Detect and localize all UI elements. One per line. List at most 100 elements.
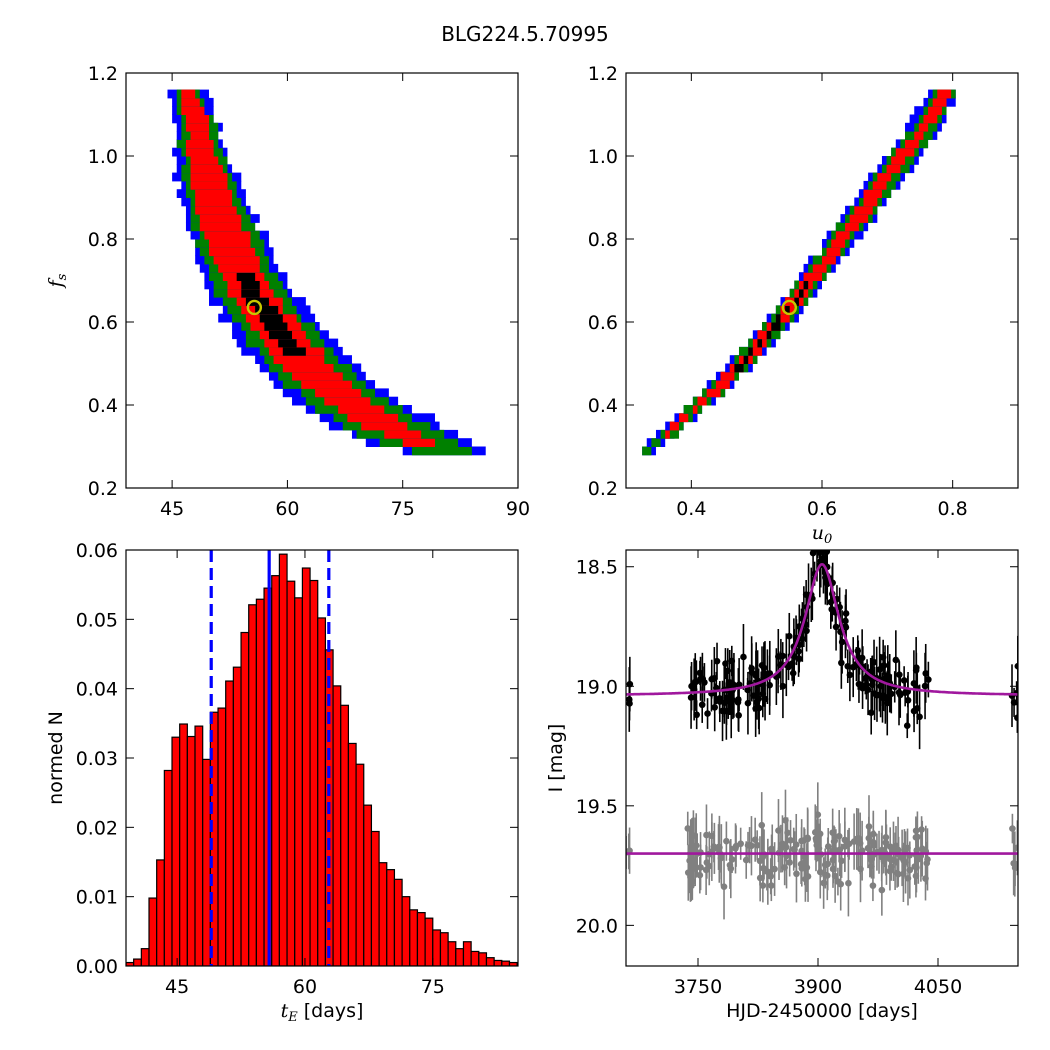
x-tick-label: 75 [421, 976, 445, 998]
histogram-bar [378, 862, 388, 966]
heatmap-cell-level-2 [831, 239, 846, 248]
data-point [832, 847, 840, 854]
data-point [702, 866, 710, 874]
y-tick-label: 0.2 [88, 478, 118, 500]
data-point [879, 653, 887, 661]
heatmap-cell-level-2 [822, 255, 836, 265]
lightcurve-layer [626, 550, 1018, 920]
data-point [901, 847, 908, 854]
data-point [1010, 699, 1018, 706]
histogram-bar [355, 763, 365, 966]
data-point [869, 882, 877, 889]
y-tick-label: 0.4 [88, 395, 118, 417]
data-point [795, 648, 802, 655]
y-axis-label: fs [45, 273, 70, 289]
histogram-bar [447, 941, 457, 966]
data-point [895, 689, 903, 696]
y-tick-label: 20.0 [576, 915, 618, 937]
data-point [777, 845, 785, 852]
histogram-bar [309, 579, 319, 966]
heatmap-cell-level-2 [282, 363, 334, 373]
heatmap-cell-level-3 [268, 330, 293, 340]
y-tick-label: 1.0 [88, 146, 118, 168]
y-tick-label: 0.6 [588, 312, 618, 334]
x-tick-label: 3900 [794, 976, 842, 998]
heatmap-cell-level-3 [775, 313, 781, 323]
data-point [740, 653, 747, 661]
x-tick-label: 3750 [674, 976, 722, 998]
y-tick-label: 0.8 [588, 229, 618, 251]
histogram-bar [179, 723, 188, 966]
data-point [900, 870, 907, 878]
heatmap-cell-level-2 [181, 97, 200, 107]
heatmap-cell-level-2 [195, 197, 233, 207]
histogram-bar [194, 725, 204, 966]
data-point [713, 657, 721, 665]
heatmap-cell-level-2 [863, 197, 878, 207]
heatmap-cells [167, 89, 486, 456]
heatmap-cell-level-3 [282, 346, 306, 356]
histogram-bar [462, 941, 472, 966]
heatmap-cell-level-1 [411, 446, 472, 456]
heatmap-cell-level-2 [315, 388, 362, 398]
data-point [869, 838, 877, 846]
data-point [845, 879, 852, 887]
data-point [763, 868, 771, 875]
histogram-bar [501, 960, 511, 966]
heatmap-cell-level-3 [743, 355, 749, 364]
data-point [1011, 864, 1018, 872]
data-point [830, 856, 837, 864]
y-tick-label: 0.02 [76, 817, 118, 839]
data-point [684, 825, 692, 832]
histogram-bar [401, 896, 411, 966]
data-point [799, 635, 806, 642]
histogram-bar [455, 948, 465, 966]
histogram-bar [232, 666, 242, 966]
data-point [790, 845, 798, 853]
heatmap-cell-level-3 [259, 313, 283, 323]
x-tick-label: 0.4 [676, 498, 706, 520]
data-point [816, 868, 824, 876]
histogram-bar [386, 869, 396, 966]
heatmap-cell-level-2 [895, 147, 915, 157]
histogram-bar [163, 769, 173, 966]
histogram-bar [409, 909, 419, 966]
data-point [820, 879, 827, 887]
axes-frame [125, 72, 519, 489]
data-point [693, 711, 700, 719]
best-fit-marker [246, 299, 263, 316]
data-point [884, 671, 892, 679]
x-tick-label: 45 [160, 498, 184, 520]
heatmap-cell-level-2 [918, 122, 929, 132]
heatmap-cell-level-2 [706, 388, 721, 398]
figure-title: BLG224.5.70995 [441, 22, 609, 46]
heatmap-cell-level-3 [794, 297, 799, 306]
data-point [760, 664, 768, 672]
data-point [867, 709, 875, 717]
heatmap-cell-level-2 [854, 205, 873, 215]
heatmap-cell-level-2 [697, 396, 707, 406]
heatmap-cell-level-3 [278, 338, 297, 348]
data-point [751, 836, 759, 844]
histogram-bar [271, 575, 280, 966]
histogram-bar [140, 948, 150, 966]
data-point [1009, 825, 1016, 832]
y-tick-label: 18.5 [576, 557, 618, 579]
histogram-bar [248, 604, 257, 966]
data-point [758, 821, 766, 829]
data-point [723, 837, 730, 845]
heatmap-cell-level-3 [241, 288, 260, 298]
data-point [841, 836, 849, 844]
heatmap-cell-level-2 [338, 405, 385, 414]
histogram-bar [370, 830, 380, 966]
heatmap-cell-level-2 [190, 172, 228, 182]
heatmap-cell-level-1 [651, 438, 661, 447]
histogram-bar [470, 950, 480, 966]
heatmap-cell-level-2 [199, 222, 242, 232]
histogram-bar [478, 952, 488, 966]
histogram-bar [156, 859, 165, 966]
x-axis-label: HJD-2450000 [days] [726, 1000, 918, 1022]
y-tick-label: 0.04 [76, 679, 118, 701]
data-point [698, 701, 706, 709]
data-point [789, 669, 797, 677]
